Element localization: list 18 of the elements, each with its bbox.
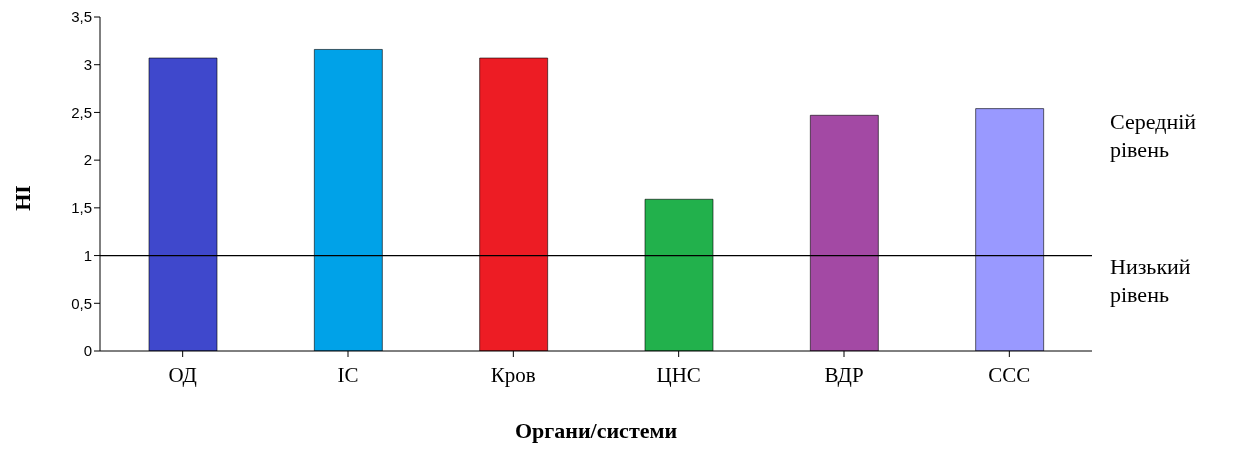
x-axis-title: Органи/системи — [513, 418, 679, 444]
y-tick-label: 0 — [83, 342, 92, 360]
x-tick-label: ВДР — [824, 362, 864, 387]
x-tick-label: Кров — [490, 362, 536, 387]
x-tick-label: ОД — [168, 362, 197, 387]
x-tick-label: ССС — [988, 362, 1031, 387]
y-tick-label: 2,5 — [71, 103, 92, 121]
y-tick-label: 1,5 — [71, 199, 92, 217]
x-tick-label: ЦНС — [656, 362, 701, 387]
y-tick-label: 0,5 — [71, 294, 92, 312]
x-tick-label: ІС — [337, 362, 359, 387]
y-axis-title: НІ — [10, 185, 36, 211]
y-tick-label: 3,5 — [71, 8, 92, 26]
text: Низький рівень — [1110, 253, 1192, 309]
text: Середній рівень — [1110, 108, 1198, 164]
y-tick-label: 2 — [83, 151, 92, 169]
y-tick-label: 3 — [83, 56, 92, 74]
y-tick-label: 1 — [83, 246, 92, 264]
